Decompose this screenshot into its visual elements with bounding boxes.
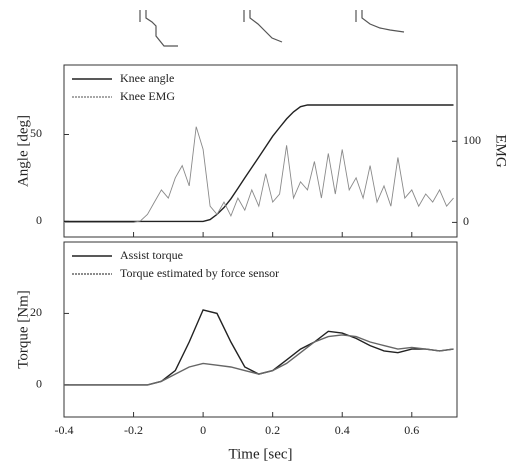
legend-label: Knee angle bbox=[120, 71, 174, 85]
legend-label: Torque estimated by force sensor bbox=[120, 266, 279, 280]
series-line bbox=[64, 104, 454, 223]
y2-tick-label: 0 bbox=[463, 214, 469, 228]
y-axis-title: Torque [Nm] bbox=[15, 290, 31, 369]
x-tick-label: 0.6 bbox=[404, 423, 419, 437]
y-tick-label: 20 bbox=[30, 305, 42, 319]
x-tick-label: -0.4 bbox=[55, 423, 74, 437]
x-tick-label: 0 bbox=[200, 423, 206, 437]
plot-frame bbox=[63, 64, 458, 238]
y2-tick-label: 100 bbox=[463, 133, 481, 147]
x-tick-label: 0.2 bbox=[265, 423, 280, 437]
x-tick-label: 0.4 bbox=[335, 423, 350, 437]
y2-axis-title: EMG bbox=[493, 134, 509, 168]
y-tick-label: 0 bbox=[36, 377, 42, 391]
y-tick-label: 50 bbox=[30, 126, 42, 140]
y-tick-label: 0 bbox=[36, 213, 42, 227]
x-tick-label: -0.2 bbox=[124, 423, 143, 437]
legend-label: Knee EMG bbox=[120, 89, 175, 103]
stick-figures bbox=[139, 10, 405, 47]
plot-frame bbox=[63, 241, 458, 418]
y-axis-title: Angle [deg] bbox=[15, 115, 31, 187]
x-axis-title: Time [sec] bbox=[228, 446, 292, 462]
series-line bbox=[64, 334, 454, 386]
legend-label: Assist torque bbox=[120, 248, 183, 262]
series-line bbox=[64, 126, 454, 223]
